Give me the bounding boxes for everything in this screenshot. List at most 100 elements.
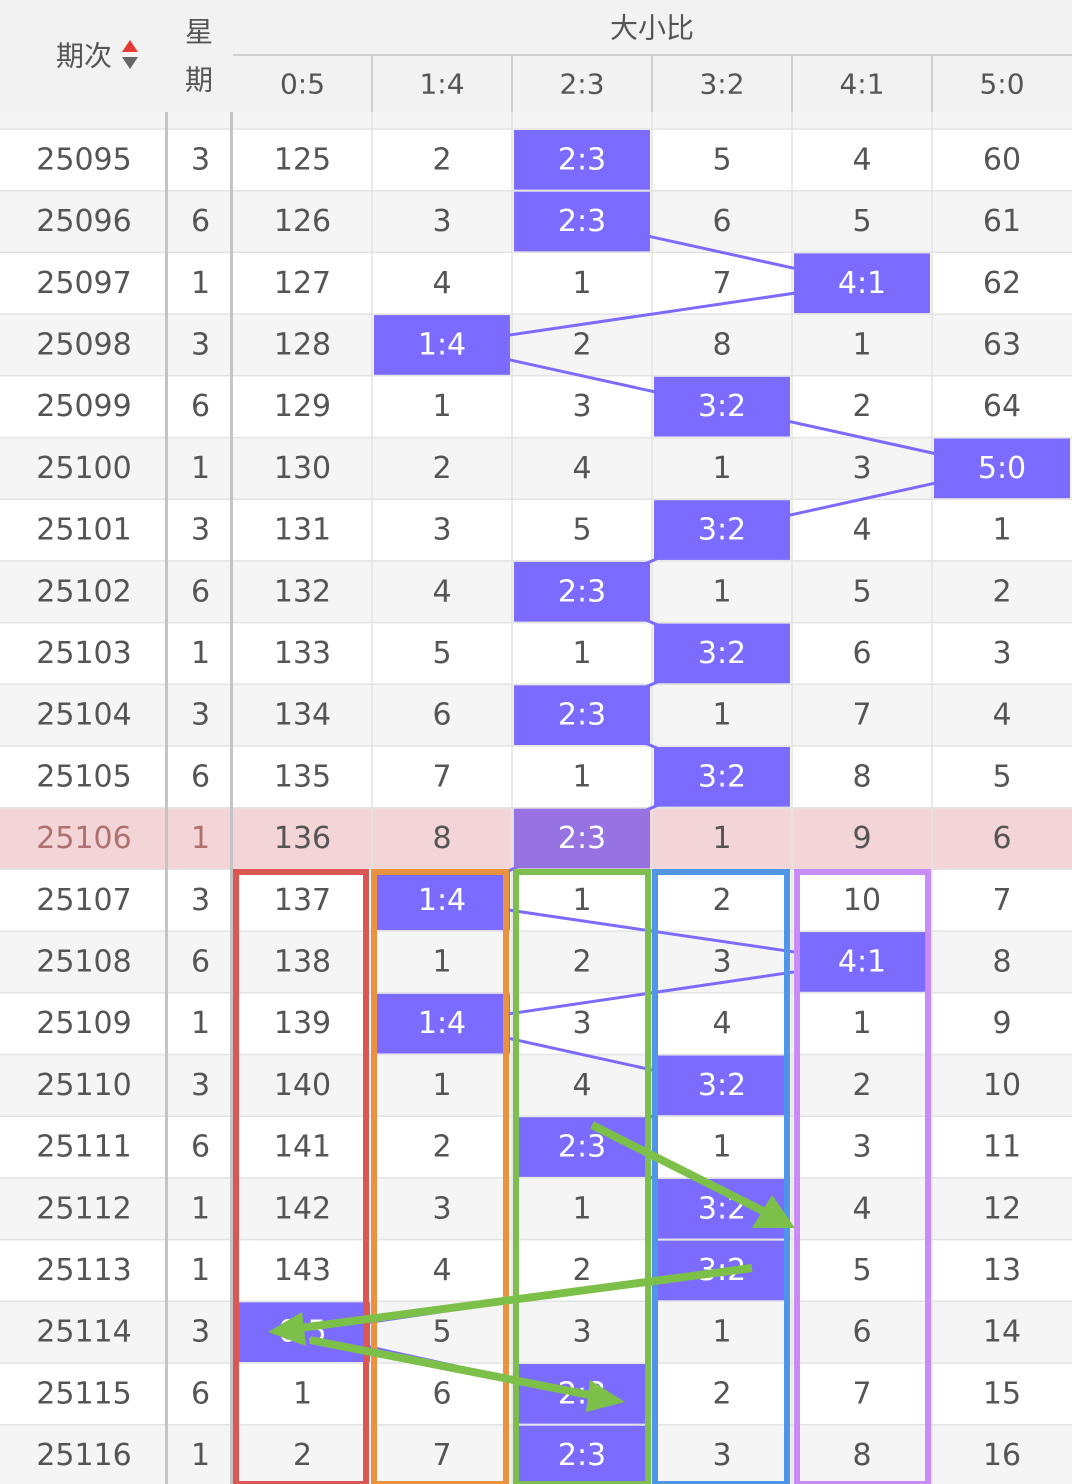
arrowhead: [586, 1380, 625, 1412]
cell-value: 1: [712, 821, 731, 856]
cell-value: 7: [432, 759, 451, 794]
cell-value: 1: [572, 1191, 591, 1226]
frame: [233, 869, 369, 1484]
cell-value: 3: [432, 513, 451, 548]
period: 25116: [36, 1438, 131, 1473]
cell-value: 143: [274, 1253, 331, 1288]
cell-value: 5: [712, 142, 731, 177]
cell-value: 140: [274, 1068, 331, 1103]
row-bg: [0, 1239, 1072, 1302]
row-bg: [0, 622, 1072, 685]
cell-value: 1: [852, 1006, 871, 1041]
cell-value: 10: [843, 883, 881, 918]
cell-value: 5: [852, 204, 871, 239]
cell-value: 1: [572, 636, 591, 671]
cell-value: 2:3: [558, 204, 606, 239]
row-bg: [0, 437, 1072, 500]
cell-value: 1: [293, 1376, 312, 1411]
column-header: 0:5: [280, 68, 325, 101]
cell-value: 2: [572, 944, 591, 979]
period: 25101: [36, 513, 131, 548]
highlight-cell: [654, 623, 790, 684]
annotation-arrows: [268, 1121, 795, 1412]
highlight-cell: [794, 932, 930, 992]
highlight-cell: [374, 315, 510, 375]
row-bg: [0, 375, 1072, 438]
cell-value: 2: [852, 1068, 871, 1103]
cell-value: 1: [712, 574, 731, 609]
arrow: [309, 1336, 596, 1400]
cell-value: 2: [572, 1253, 591, 1288]
cell-value: 6: [432, 698, 451, 733]
period: 25100: [36, 451, 131, 486]
period: 25099: [36, 389, 131, 424]
cell-value: 2: [992, 574, 1011, 609]
table-body: [0, 112, 1072, 1484]
cell-value: 11: [983, 1130, 1021, 1165]
cell-value: 1: [572, 883, 591, 918]
highlight-cell: [374, 993, 510, 1054]
cell-value: 3:2: [698, 636, 746, 671]
cell-value: 2:3: [558, 821, 606, 856]
sort-down[interactable]: [122, 57, 138, 69]
cell-value: 1: [432, 1068, 451, 1103]
sort-up[interactable]: [122, 40, 138, 52]
cell-value: 2:3: [558, 574, 606, 609]
cell-value: 16: [983, 1438, 1021, 1473]
column-header: 1:4: [419, 68, 464, 101]
trend-line: [441, 281, 863, 347]
cell-value: 1: [992, 513, 1011, 548]
weekday: 6: [191, 389, 210, 424]
cell-value: 6: [992, 821, 1011, 856]
cell-value: 129: [274, 389, 331, 424]
cell-value: 8: [992, 944, 1011, 979]
cell-value: 4: [852, 1191, 871, 1226]
cell-value: 7: [852, 1376, 871, 1411]
weekday: 3: [191, 883, 210, 918]
cell-value: 4: [432, 1253, 451, 1288]
cell-value: 4: [432, 574, 451, 609]
cell-value: 135: [274, 759, 331, 794]
frame: [652, 869, 790, 1484]
arrowhead: [268, 1312, 306, 1346]
cell-value: 1: [572, 266, 591, 301]
cell-value: 2:3: [558, 1438, 606, 1473]
cell-value: 7: [432, 1438, 451, 1473]
row-bg: [0, 869, 1072, 932]
thick-separator: [165, 0, 168, 1484]
cell-value: 133: [274, 636, 331, 671]
cell-value: 3: [572, 389, 591, 424]
cell-value: 3:2: [698, 759, 746, 794]
cell-value: 3: [992, 636, 1011, 671]
period: 25114: [36, 1315, 131, 1350]
cell-value: 1: [852, 327, 871, 362]
period: 25103: [36, 636, 131, 671]
period: 25107: [36, 883, 131, 918]
period-header[interactable]: 期次: [56, 40, 112, 73]
cell-value: 1: [572, 759, 591, 794]
period: 25102: [36, 574, 131, 609]
cell-value: 1:4: [418, 327, 466, 362]
column-header: 4:1: [839, 68, 884, 101]
frame: [794, 869, 931, 1484]
thick-separator: [230, 0, 233, 1484]
weekday: 1: [191, 266, 210, 301]
weekday: 6: [191, 759, 210, 794]
cell-value: 8: [852, 1438, 871, 1473]
weekday: 1: [191, 636, 210, 671]
cell-value: 61: [983, 204, 1021, 239]
cell-value: 8: [432, 821, 451, 856]
row-bg: [0, 499, 1072, 561]
highlight-cell: [654, 376, 790, 437]
column-header: 2:3: [559, 68, 604, 101]
cell-value: 131: [274, 513, 331, 548]
cell-value: 3: [432, 204, 451, 239]
highlight-cell: [514, 561, 650, 622]
cell-value: 4: [852, 142, 871, 177]
cell-value: 8: [712, 327, 731, 362]
cell-value: 4:1: [838, 266, 886, 301]
cell-value: 14: [983, 1315, 1021, 1350]
cell-value: 142: [274, 1191, 331, 1226]
